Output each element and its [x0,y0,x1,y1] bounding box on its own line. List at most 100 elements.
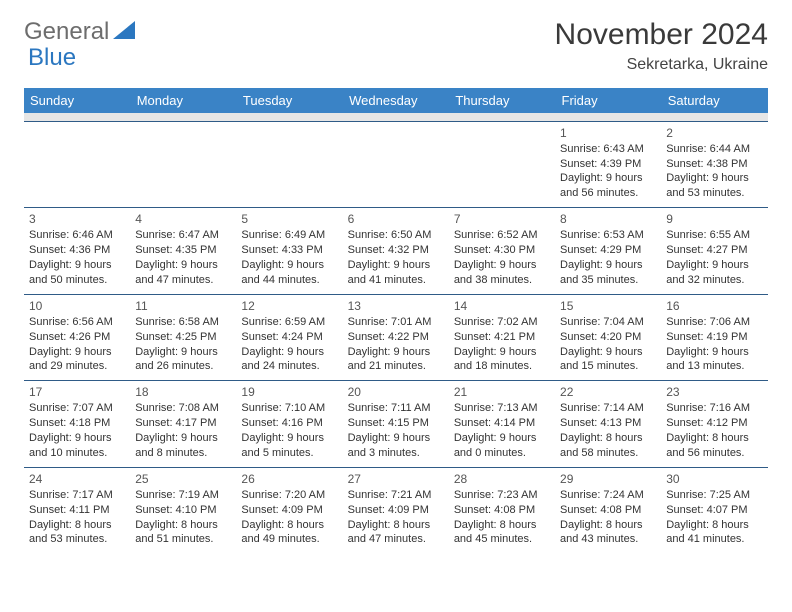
sunset-text: Sunset: 4:07 PM [666,503,762,518]
sunset-text: Sunset: 4:36 PM [29,243,125,258]
sunrise-text: Sunrise: 7:08 AM [135,401,231,416]
day-cell: 1Sunrise: 6:43 AMSunset: 4:39 PMDaylight… [555,121,661,208]
month-title: November 2024 [555,18,768,52]
day-cell: 11Sunrise: 6:58 AMSunset: 4:25 PMDayligh… [130,294,236,381]
sunset-text: Sunset: 4:33 PM [241,243,337,258]
empty-cell [236,121,342,208]
day-text: Daylight: 8 hours and 49 minutes. [241,518,337,548]
day-cell: 25Sunrise: 7:19 AMSunset: 4:10 PMDayligh… [130,467,236,553]
sunset-text: Sunset: 4:12 PM [666,416,762,431]
day-number: 4 [135,211,231,227]
day-text: Daylight: 9 hours and 8 minutes. [135,431,231,461]
sunset-text: Sunset: 4:19 PM [666,330,762,345]
day-text: Daylight: 9 hours and 18 minutes. [454,345,550,375]
day-number: 24 [29,471,125,487]
day-text: Daylight: 9 hours and 50 minutes. [29,258,125,288]
week-row: 17Sunrise: 7:07 AMSunset: 4:18 PMDayligh… [24,381,768,468]
day-number: 20 [348,384,444,400]
day-number: 6 [348,211,444,227]
day-cell: 8Sunrise: 6:53 AMSunset: 4:29 PMDaylight… [555,208,661,295]
sunrise-text: Sunrise: 7:24 AM [560,488,656,503]
brand-part1: General [24,18,109,46]
brand-logo: General [24,18,137,46]
day-text: Daylight: 9 hours and 15 minutes. [560,345,656,375]
day-text: Daylight: 9 hours and 0 minutes. [454,431,550,461]
sunset-text: Sunset: 4:35 PM [135,243,231,258]
day-cell: 10Sunrise: 6:56 AMSunset: 4:26 PMDayligh… [24,294,130,381]
day-text: Daylight: 9 hours and 44 minutes. [241,258,337,288]
day-text: Daylight: 8 hours and 56 minutes. [666,431,762,461]
sunrise-text: Sunrise: 6:44 AM [666,142,762,157]
day-cell: 30Sunrise: 7:25 AMSunset: 4:07 PMDayligh… [661,467,767,553]
day-number: 21 [454,384,550,400]
empty-cell [343,121,449,208]
day-number: 13 [348,298,444,314]
day-number: 15 [560,298,656,314]
sunset-text: Sunset: 4:24 PM [241,330,337,345]
sunrise-text: Sunrise: 7:21 AM [348,488,444,503]
day-cell: 29Sunrise: 7:24 AMSunset: 4:08 PMDayligh… [555,467,661,553]
sunset-text: Sunset: 4:39 PM [560,157,656,172]
sunrise-text: Sunrise: 7:13 AM [454,401,550,416]
day-text: Daylight: 9 hours and 13 minutes. [666,345,762,375]
empty-cell [24,121,130,208]
location-label: Sekretarka, Ukraine [555,56,768,74]
day-cell: 21Sunrise: 7:13 AMSunset: 4:14 PMDayligh… [449,381,555,468]
day-cell: 5Sunrise: 6:49 AMSunset: 4:33 PMDaylight… [236,208,342,295]
sunrise-text: Sunrise: 7:19 AM [135,488,231,503]
sunset-text: Sunset: 4:27 PM [666,243,762,258]
separator-row [24,113,768,121]
day-cell: 16Sunrise: 7:06 AMSunset: 4:19 PMDayligh… [661,294,767,381]
day-number: 14 [454,298,550,314]
day-cell: 2Sunrise: 6:44 AMSunset: 4:38 PMDaylight… [661,121,767,208]
day-cell: 15Sunrise: 7:04 AMSunset: 4:20 PMDayligh… [555,294,661,381]
sunrise-text: Sunrise: 7:25 AM [666,488,762,503]
day-cell: 17Sunrise: 7:07 AMSunset: 4:18 PMDayligh… [24,381,130,468]
sunrise-text: Sunrise: 6:47 AM [135,228,231,243]
sunrise-text: Sunrise: 7:17 AM [29,488,125,503]
day-number: 16 [666,298,762,314]
day-cell: 20Sunrise: 7:11 AMSunset: 4:15 PMDayligh… [343,381,449,468]
sunset-text: Sunset: 4:11 PM [29,503,125,518]
empty-cell [449,121,555,208]
sunrise-text: Sunrise: 7:20 AM [241,488,337,503]
sunrise-text: Sunrise: 6:49 AM [241,228,337,243]
day-number: 19 [241,384,337,400]
empty-cell [130,121,236,208]
day-cell: 14Sunrise: 7:02 AMSunset: 4:21 PMDayligh… [449,294,555,381]
day-cell: 22Sunrise: 7:14 AMSunset: 4:13 PMDayligh… [555,381,661,468]
sunset-text: Sunset: 4:16 PM [241,416,337,431]
sunrise-text: Sunrise: 6:55 AM [666,228,762,243]
day-text: Daylight: 9 hours and 47 minutes. [135,258,231,288]
day-text: Daylight: 9 hours and 21 minutes. [348,345,444,375]
sunrise-text: Sunrise: 7:10 AM [241,401,337,416]
day-text: Daylight: 9 hours and 24 minutes. [241,345,337,375]
day-text: Daylight: 9 hours and 10 minutes. [29,431,125,461]
day-cell: 28Sunrise: 7:23 AMSunset: 4:08 PMDayligh… [449,467,555,553]
day-text: Daylight: 9 hours and 32 minutes. [666,258,762,288]
day-number: 8 [560,211,656,227]
calendar-table: SundayMondayTuesdayWednesdayThursdayFrid… [24,88,768,553]
day-number: 12 [241,298,337,314]
weekday-header: Saturday [661,88,767,113]
day-text: Daylight: 9 hours and 3 minutes. [348,431,444,461]
sunrise-text: Sunrise: 6:58 AM [135,315,231,330]
week-row: 24Sunrise: 7:17 AMSunset: 4:11 PM Dayligh… [24,467,768,553]
sunset-text: Sunset: 4:15 PM [348,416,444,431]
weekday-header: Friday [555,88,661,113]
day-number: 9 [666,211,762,227]
day-number: 2 [666,125,762,141]
day-cell: 18Sunrise: 7:08 AMSunset: 4:17 PMDayligh… [130,381,236,468]
week-row: 10Sunrise: 6:56 AMSunset: 4:26 PMDayligh… [24,294,768,381]
day-number: 29 [560,471,656,487]
sunset-text: Sunset: 4:10 PM [135,503,231,518]
brand-part2: Blue [28,44,76,72]
sunset-text: Sunset: 4:08 PM [454,503,550,518]
sunrise-text: Sunrise: 6:43 AM [560,142,656,157]
day-cell: 13Sunrise: 7:01 AMSunset: 4:22 PMDayligh… [343,294,449,381]
sunset-text: Sunset: 4:13 PM [560,416,656,431]
day-text: Daylight: 9 hours and 35 minutes. [560,258,656,288]
day-text: Daylight: 8 hours and 58 minutes. [560,431,656,461]
day-number: 17 [29,384,125,400]
day-number: 27 [348,471,444,487]
